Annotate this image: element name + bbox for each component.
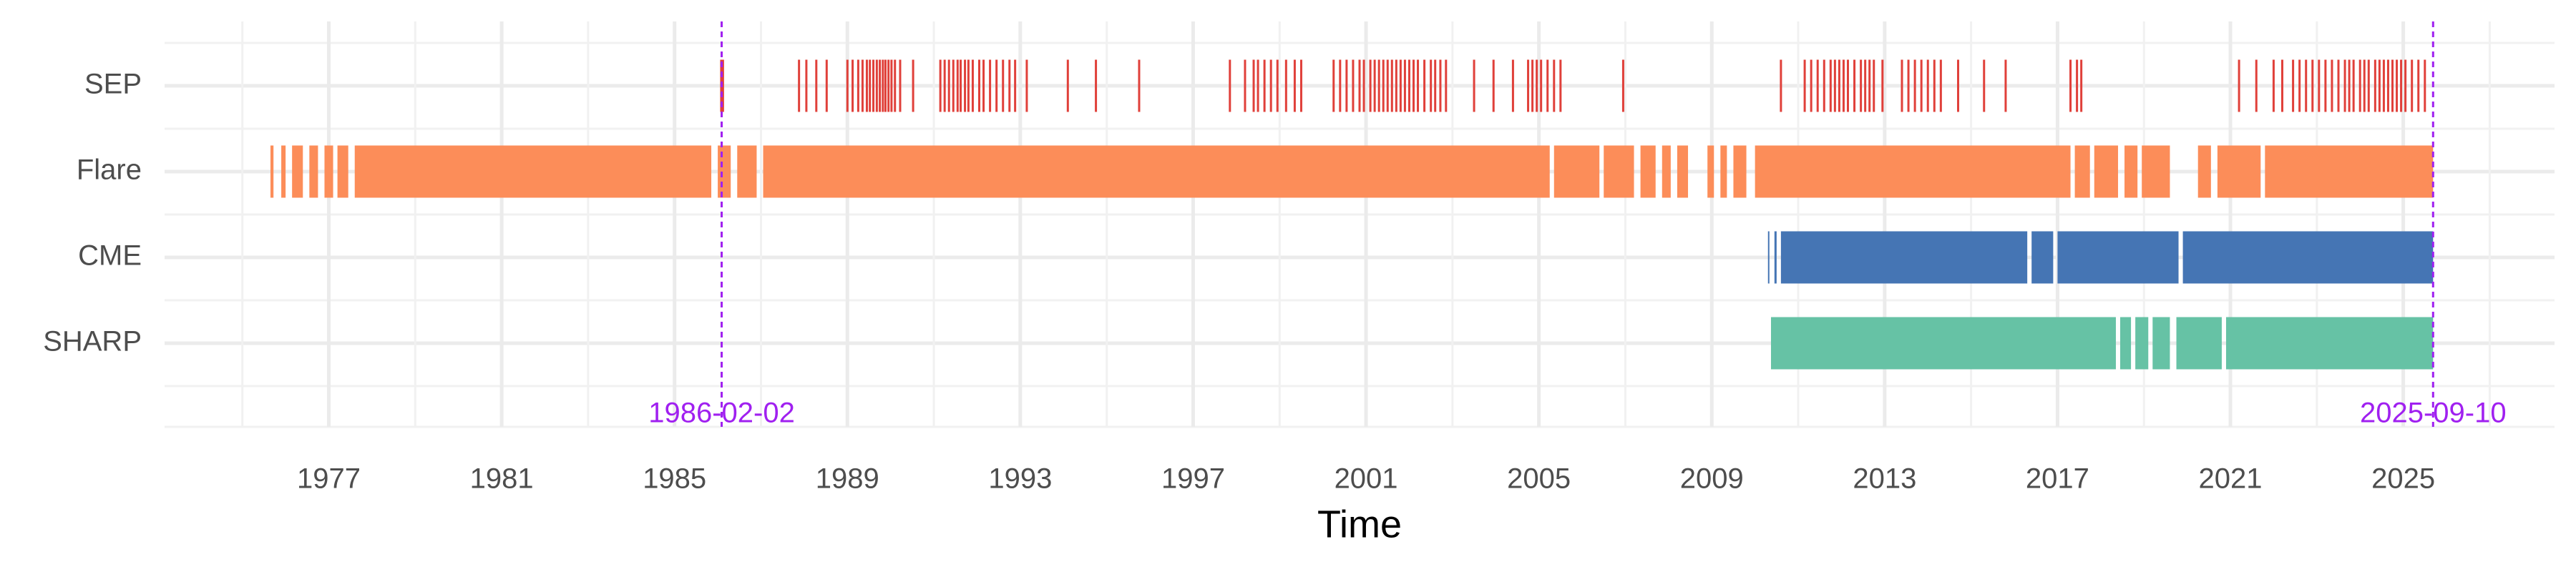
x-tick-label: 1985 bbox=[643, 463, 706, 495]
span-bar bbox=[354, 145, 712, 198]
span-bar bbox=[763, 145, 1550, 198]
x-tick-label: 2013 bbox=[1853, 463, 1916, 495]
span-bar bbox=[2142, 145, 2170, 198]
span-bar bbox=[2094, 145, 2118, 198]
span-bar bbox=[337, 145, 348, 198]
span-bar bbox=[1774, 231, 1777, 284]
span-bar bbox=[292, 145, 303, 198]
x-tick-label: 2005 bbox=[1507, 463, 1571, 495]
span-bar bbox=[718, 145, 731, 198]
span-bar bbox=[270, 145, 274, 198]
y-tick-label: SEP bbox=[84, 69, 142, 100]
y-tick-label: Flare bbox=[77, 154, 142, 186]
x-tick-label: 2025 bbox=[2371, 463, 2435, 495]
reference-label: 1986-02-02 bbox=[648, 398, 795, 429]
span-bar bbox=[309, 145, 318, 198]
span-bar bbox=[1553, 145, 1600, 198]
x-tick-label: 2001 bbox=[1335, 463, 1398, 495]
span-bar bbox=[324, 145, 333, 198]
span-bar bbox=[2057, 231, 2179, 284]
x-tick-label: 2021 bbox=[2199, 463, 2263, 495]
x-axis-title: Time bbox=[1317, 503, 1402, 546]
span-bar bbox=[2135, 317, 2149, 370]
x-tick-label: 1977 bbox=[297, 463, 361, 495]
span-bar bbox=[2225, 317, 2434, 370]
span-bar bbox=[1733, 145, 1747, 198]
x-tick-label: 2009 bbox=[1680, 463, 1744, 495]
span-bar bbox=[2217, 145, 2261, 198]
x-tick-label: 1981 bbox=[470, 463, 534, 495]
span-bar bbox=[2124, 145, 2138, 198]
span-bar bbox=[2176, 317, 2222, 370]
x-tick-label: 1989 bbox=[816, 463, 879, 495]
x-tick-label: 1993 bbox=[988, 463, 1052, 495]
span-bar bbox=[737, 145, 757, 198]
span-bar bbox=[1780, 231, 2028, 284]
span-bar bbox=[1707, 145, 1714, 198]
reference-label: 2025-09-10 bbox=[2360, 398, 2507, 429]
span-bar bbox=[2074, 145, 2090, 198]
span-bar bbox=[2182, 231, 2434, 284]
span-bar bbox=[2197, 145, 2211, 198]
span-bar bbox=[1662, 145, 1671, 198]
span-bar bbox=[281, 145, 286, 198]
span-bar bbox=[2152, 317, 2170, 370]
span-bar bbox=[2120, 317, 2132, 370]
span-bar bbox=[2265, 145, 2434, 198]
span-bar bbox=[1640, 145, 1656, 198]
span-bar bbox=[1677, 145, 1689, 198]
span-bar bbox=[1604, 145, 1634, 198]
span-bar bbox=[2031, 231, 2054, 284]
x-tick-label: 2017 bbox=[2026, 463, 2089, 495]
span-bar bbox=[1767, 231, 1770, 284]
span-bar bbox=[1720, 145, 1727, 198]
y-tick-label: CME bbox=[78, 240, 142, 272]
x-tick-label: 1997 bbox=[1161, 463, 1225, 495]
span-bar bbox=[1755, 145, 2071, 198]
y-tick-label: SHARP bbox=[43, 326, 142, 358]
span-bar bbox=[1770, 317, 2116, 370]
